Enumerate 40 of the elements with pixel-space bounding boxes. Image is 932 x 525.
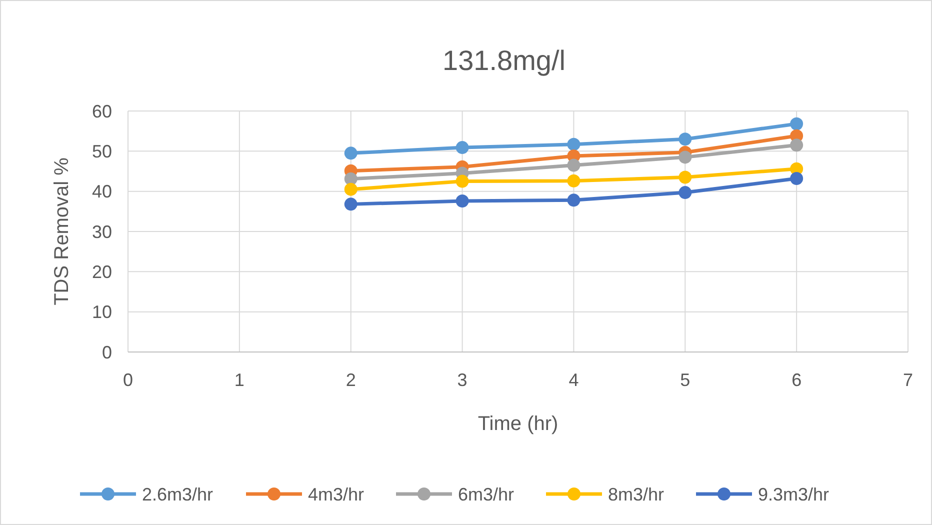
point [678, 150, 692, 164]
point [456, 174, 469, 188]
point [678, 132, 692, 146]
point [678, 186, 692, 200]
legend-label: 2.6m3/hr [142, 484, 214, 504]
x-tick-label: 5 [680, 370, 690, 390]
point [790, 172, 804, 185]
y-axis-title: TDS Removal % [51, 157, 73, 306]
point [456, 141, 469, 154]
x-tick-label: 6 [792, 370, 802, 390]
point [790, 138, 804, 152]
y-tick-label: 60 [92, 101, 112, 122]
y-tick-label: 40 [92, 182, 112, 202]
x-tick-label: 7 [902, 370, 914, 390]
legend-label: 6m3/hr [458, 484, 514, 504]
legend-label: 9.3m3/hr [758, 484, 830, 504]
x-tick-label: 0 [122, 370, 134, 390]
point [456, 194, 469, 208]
x-axis-title: Time (hr) [478, 413, 558, 435]
x-tick-label: 2 [346, 370, 356, 390]
point [344, 182, 358, 196]
point [567, 194, 580, 207]
point [344, 198, 358, 211]
y-tick-label: 20 [92, 262, 112, 282]
y-tick-label: 10 [92, 302, 112, 322]
x-tick-label: 1 [234, 370, 244, 390]
chart-title: 131.8mg/l [442, 45, 566, 76]
legend-label: 8m3/hr [608, 484, 664, 504]
point [678, 170, 692, 184]
y-tick-label: 30 [92, 222, 112, 242]
point [790, 117, 804, 130]
point [567, 158, 580, 172]
y-tick-label: 50 [92, 141, 112, 162]
legend-label: 4m3/hr [308, 484, 364, 504]
point [567, 138, 580, 151]
x-tick-label: 4 [568, 370, 579, 390]
point [344, 146, 358, 160]
y-tick-label: 0 [102, 342, 112, 362]
point [567, 174, 580, 188]
x-tick-label: 3 [457, 370, 468, 390]
